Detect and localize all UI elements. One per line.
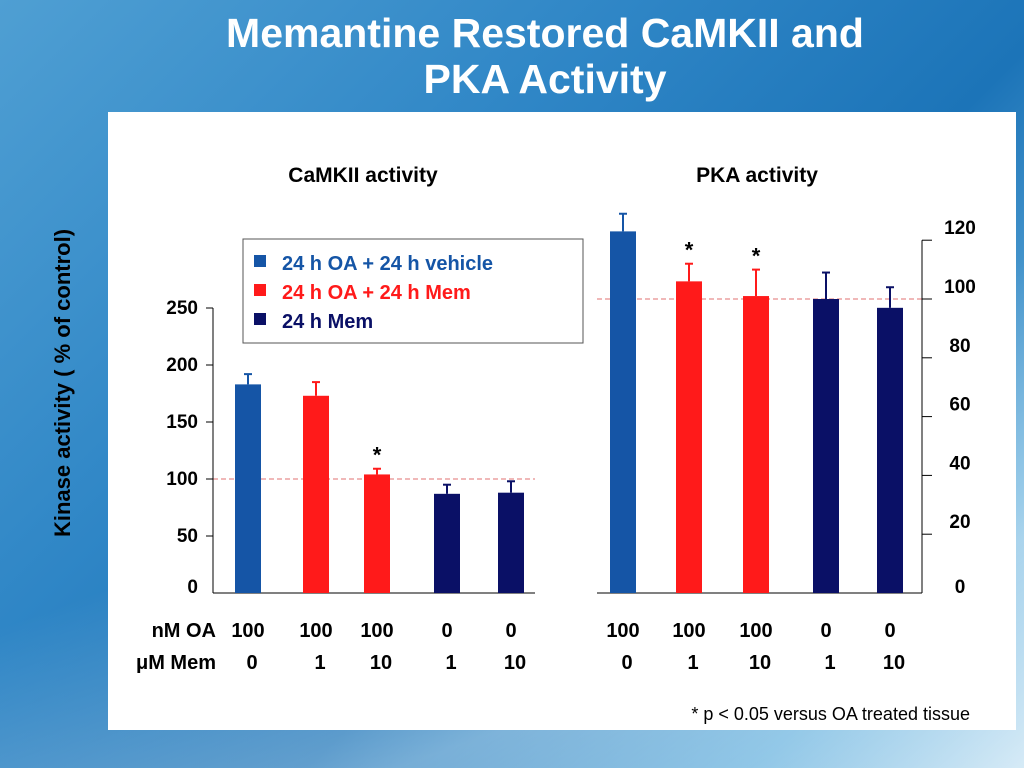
camkii-category-oa-label: 100 [360, 620, 393, 642]
legend-swatch-mem [254, 313, 266, 325]
y-axis-label: Kinase activity ( % of control) [50, 229, 75, 537]
pka-significance-marker: * [685, 238, 694, 263]
camkii-category-oa-label: 0 [505, 620, 516, 642]
slide-title-line-1: Memantine Restored CaMKII and [226, 10, 864, 56]
pka-significance-marker: * [752, 244, 761, 269]
camkii-y-tick-label: 50 [177, 526, 198, 547]
camkii-y-tick-label: 100 [166, 469, 198, 490]
camkii-y-tick-label: 0 [187, 577, 198, 598]
pka-y-tick-label: 120 [944, 218, 976, 239]
camkii-category-oa-label: 100 [299, 620, 332, 642]
footnote: * p < 0.05 versus OA treated tissue [691, 704, 970, 724]
camkii-bar [434, 493, 460, 593]
pka-bar [676, 281, 702, 593]
camkii-bar [235, 384, 261, 593]
legend-label-oa-mem: 24 h OA + 24 h Mem [282, 282, 471, 304]
pka-y-tick-label: 60 [949, 395, 970, 416]
pka-category-mem-label: 10 [883, 652, 905, 674]
pka-category-mem-label: 1 [824, 652, 835, 674]
pka-y-tick-label: 80 [949, 336, 970, 357]
pka-category-mem-label: 10 [749, 652, 771, 674]
row-label-mem: μM Mem [136, 652, 216, 674]
pka-y-tick-label: 0 [955, 577, 966, 598]
pka-chart: PKA activity0204060801001201000*1001*100… [597, 164, 976, 674]
camkii-category-oa-label: 100 [231, 620, 264, 642]
camkii-bar [498, 492, 524, 593]
camkii-bar [303, 395, 329, 593]
legend-label-mem: 24 h Mem [282, 311, 373, 333]
legend-label-vehicle: 24 h OA + 24 h vehicle [282, 253, 493, 275]
camkii-y-tick-label: 200 [166, 355, 198, 376]
pka-y-tick-label: 20 [949, 512, 970, 533]
camkii-y-tick-label: 150 [166, 412, 198, 433]
camkii-bar [364, 474, 390, 593]
pka-y-tick-label: 100 [944, 277, 976, 298]
legend: 24 h OA + 24 h vehicle 24 h OA + 24 h Me… [242, 238, 584, 344]
pka-y-tick-label: 40 [949, 453, 970, 474]
pka-bar [813, 299, 839, 593]
pka-category-oa-label: 100 [672, 620, 705, 642]
camkii-chart-title: CaMKII activity [288, 164, 438, 187]
legend-box [242, 238, 584, 344]
legend-swatch-oa-mem [254, 284, 266, 296]
pka-category-oa-label: 0 [884, 620, 895, 642]
pka-bar [877, 307, 903, 593]
pka-category-oa-label: 100 [606, 620, 639, 642]
camkii-category-mem-label: 1 [445, 652, 456, 674]
pka-chart-title: PKA activity [696, 164, 818, 187]
camkii-category-oa-label: 0 [441, 620, 452, 642]
camkii-category-mem-label: 0 [246, 652, 257, 674]
pka-category-oa-label: 0 [820, 620, 831, 642]
camkii-category-mem-label: 10 [504, 652, 526, 674]
camkii-significance-marker: * [373, 443, 382, 468]
pka-category-mem-label: 1 [687, 652, 698, 674]
pka-bar [743, 296, 769, 593]
pka-category-oa-label: 100 [739, 620, 772, 642]
pka-category-mem-label: 0 [621, 652, 632, 674]
legend-swatch-vehicle [254, 255, 266, 267]
camkii-chart: CaMKII activity05010015020025010001001*1… [166, 164, 535, 674]
slide-title-line-2: PKA Activity [423, 56, 667, 102]
pka-bar [610, 231, 636, 593]
camkii-y-tick-label: 250 [166, 298, 198, 319]
row-label-oa: nM OA [152, 620, 216, 642]
camkii-category-mem-label: 1 [314, 652, 325, 674]
camkii-category-mem-label: 10 [370, 652, 392, 674]
slide-title: Memantine Restored CaMKII and PKA Activi… [80, 10, 1010, 102]
